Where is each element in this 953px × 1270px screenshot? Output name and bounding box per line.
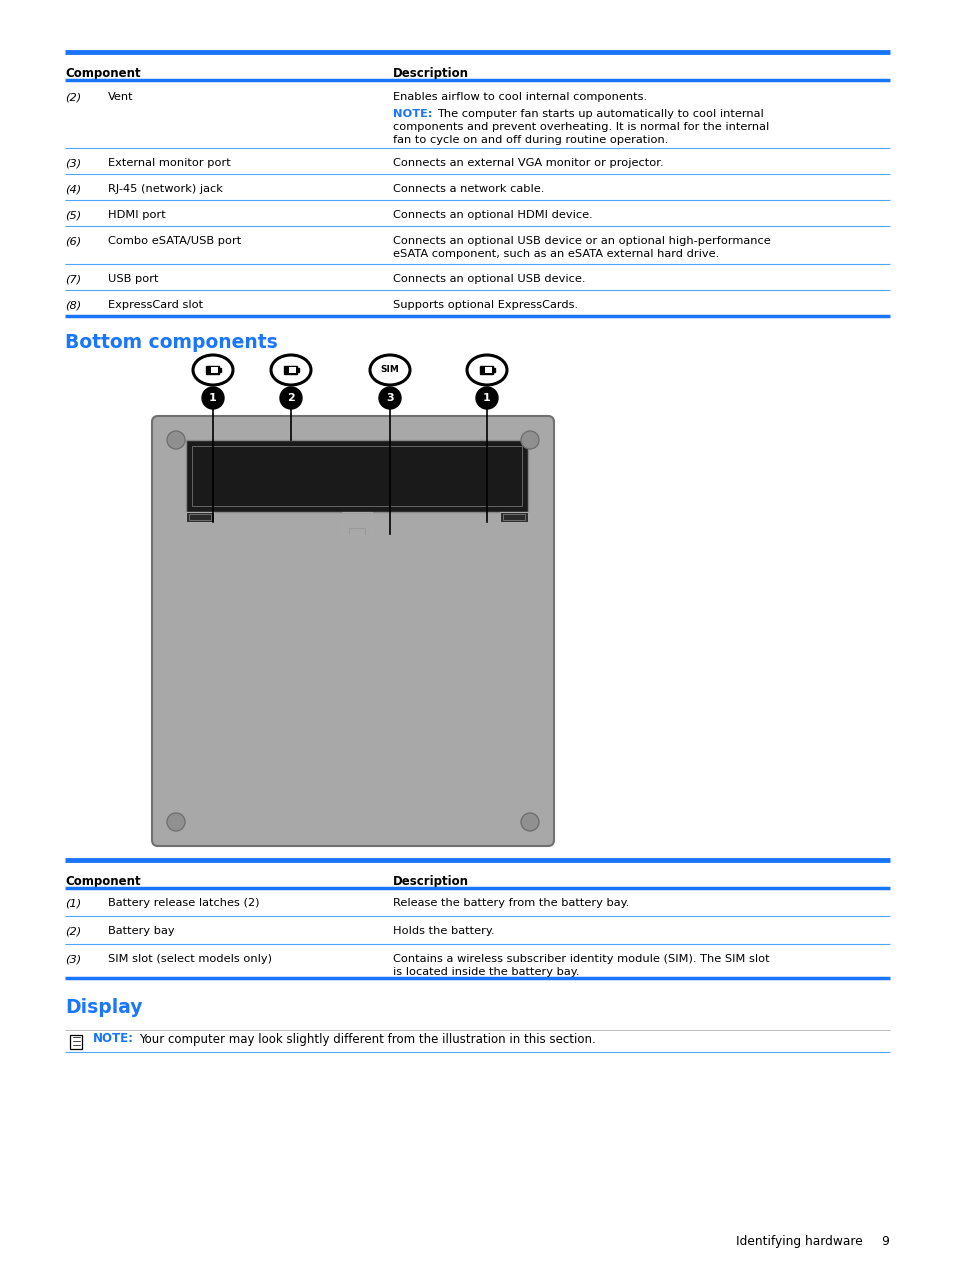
Bar xyxy=(285,367,295,373)
Bar xyxy=(206,366,219,373)
Bar xyxy=(207,367,218,373)
Bar xyxy=(480,367,484,373)
Text: SIM: SIM xyxy=(380,366,399,375)
Text: NOTE:: NOTE: xyxy=(92,1033,133,1045)
Text: Battery release latches (2): Battery release latches (2) xyxy=(108,898,259,908)
Bar xyxy=(479,366,493,373)
Circle shape xyxy=(378,387,400,409)
Text: Description: Description xyxy=(393,67,469,80)
Text: components and prevent overheating. It is normal for the internal: components and prevent overheating. It i… xyxy=(393,122,768,132)
Text: SIM slot (select models only): SIM slot (select models only) xyxy=(108,954,272,964)
Text: Connects an optional HDMI device.: Connects an optional HDMI device. xyxy=(393,210,592,220)
Text: eSATA component, such as an eSATA external hard drive.: eSATA component, such as an eSATA extern… xyxy=(393,249,719,259)
Text: ExpressCard slot: ExpressCard slot xyxy=(108,300,203,310)
Text: (7): (7) xyxy=(65,274,81,284)
Bar xyxy=(207,367,211,373)
Bar xyxy=(493,368,495,372)
Text: Connects an optional USB device.: Connects an optional USB device. xyxy=(393,274,585,284)
Text: Connects an optional USB device or an optional high-performance: Connects an optional USB device or an op… xyxy=(393,236,770,246)
Text: Connects a network cable.: Connects a network cable. xyxy=(393,184,544,194)
Circle shape xyxy=(520,813,538,831)
Text: Identifying hardware     9: Identifying hardware 9 xyxy=(736,1234,889,1248)
Text: RJ-45 (network) jack: RJ-45 (network) jack xyxy=(108,184,223,194)
Text: 3: 3 xyxy=(386,392,394,403)
Text: Contains a wireless subscriber identity module (SIM). The SIM slot: Contains a wireless subscriber identity … xyxy=(393,954,769,964)
Ellipse shape xyxy=(467,356,506,385)
Bar xyxy=(502,514,524,519)
Text: (4): (4) xyxy=(65,184,81,194)
Text: (8): (8) xyxy=(65,300,81,310)
Text: HDMI port: HDMI port xyxy=(108,210,166,220)
Text: Connects an external VGA monitor or projector.: Connects an external VGA monitor or proj… xyxy=(393,157,663,168)
Bar xyxy=(499,512,527,522)
Text: Component: Component xyxy=(65,875,140,888)
Circle shape xyxy=(167,431,185,450)
FancyBboxPatch shape xyxy=(70,1035,82,1049)
Text: Vent: Vent xyxy=(108,91,133,102)
Bar xyxy=(186,512,213,522)
Text: (2): (2) xyxy=(65,926,81,936)
Text: (2): (2) xyxy=(65,91,81,102)
Text: Bottom components: Bottom components xyxy=(65,333,277,352)
Text: External monitor port: External monitor port xyxy=(108,157,231,168)
Text: Release the battery from the battery bay.: Release the battery from the battery bay… xyxy=(393,898,629,908)
Bar xyxy=(296,368,299,372)
Text: is located inside the battery bay.: is located inside the battery bay. xyxy=(393,966,578,977)
Ellipse shape xyxy=(370,356,410,385)
Ellipse shape xyxy=(193,356,233,385)
Circle shape xyxy=(476,387,497,409)
Text: The computer fan starts up automatically to cool internal: The computer fan starts up automatically… xyxy=(436,109,763,119)
Text: fan to cycle on and off during routine operation.: fan to cycle on and off during routine o… xyxy=(393,135,668,145)
Text: (3): (3) xyxy=(65,157,81,168)
Bar xyxy=(219,368,221,372)
Bar xyxy=(480,367,492,373)
Circle shape xyxy=(280,387,302,409)
Text: Holds the battery.: Holds the battery. xyxy=(393,926,494,936)
Text: 2: 2 xyxy=(287,392,294,403)
FancyBboxPatch shape xyxy=(152,417,554,846)
Text: Battery bay: Battery bay xyxy=(108,926,174,936)
Text: USB port: USB port xyxy=(108,274,158,284)
Text: (6): (6) xyxy=(65,236,81,246)
Text: Combo eSATA/USB port: Combo eSATA/USB port xyxy=(108,236,241,246)
Text: Your computer may look slightly different from the illustration in this section.: Your computer may look slightly differen… xyxy=(139,1033,595,1045)
Text: (5): (5) xyxy=(65,210,81,220)
Text: 1: 1 xyxy=(482,392,491,403)
Bar xyxy=(284,366,296,373)
Text: Component: Component xyxy=(65,67,140,80)
Bar xyxy=(189,514,211,519)
Circle shape xyxy=(167,813,185,831)
Text: 1: 1 xyxy=(209,392,216,403)
Circle shape xyxy=(520,431,538,450)
Text: Enables airflow to cool internal components.: Enables airflow to cool internal compone… xyxy=(393,91,646,102)
Ellipse shape xyxy=(271,356,311,385)
Text: (1): (1) xyxy=(65,898,81,908)
Text: NOTE:: NOTE: xyxy=(393,109,432,119)
Bar xyxy=(186,439,527,512)
Text: Description: Description xyxy=(393,875,469,888)
Bar xyxy=(341,512,372,533)
Text: Display: Display xyxy=(65,998,142,1017)
Text: Supports optional ExpressCards.: Supports optional ExpressCards. xyxy=(393,300,578,310)
Bar xyxy=(285,367,289,373)
Circle shape xyxy=(202,387,224,409)
Text: (3): (3) xyxy=(65,954,81,964)
